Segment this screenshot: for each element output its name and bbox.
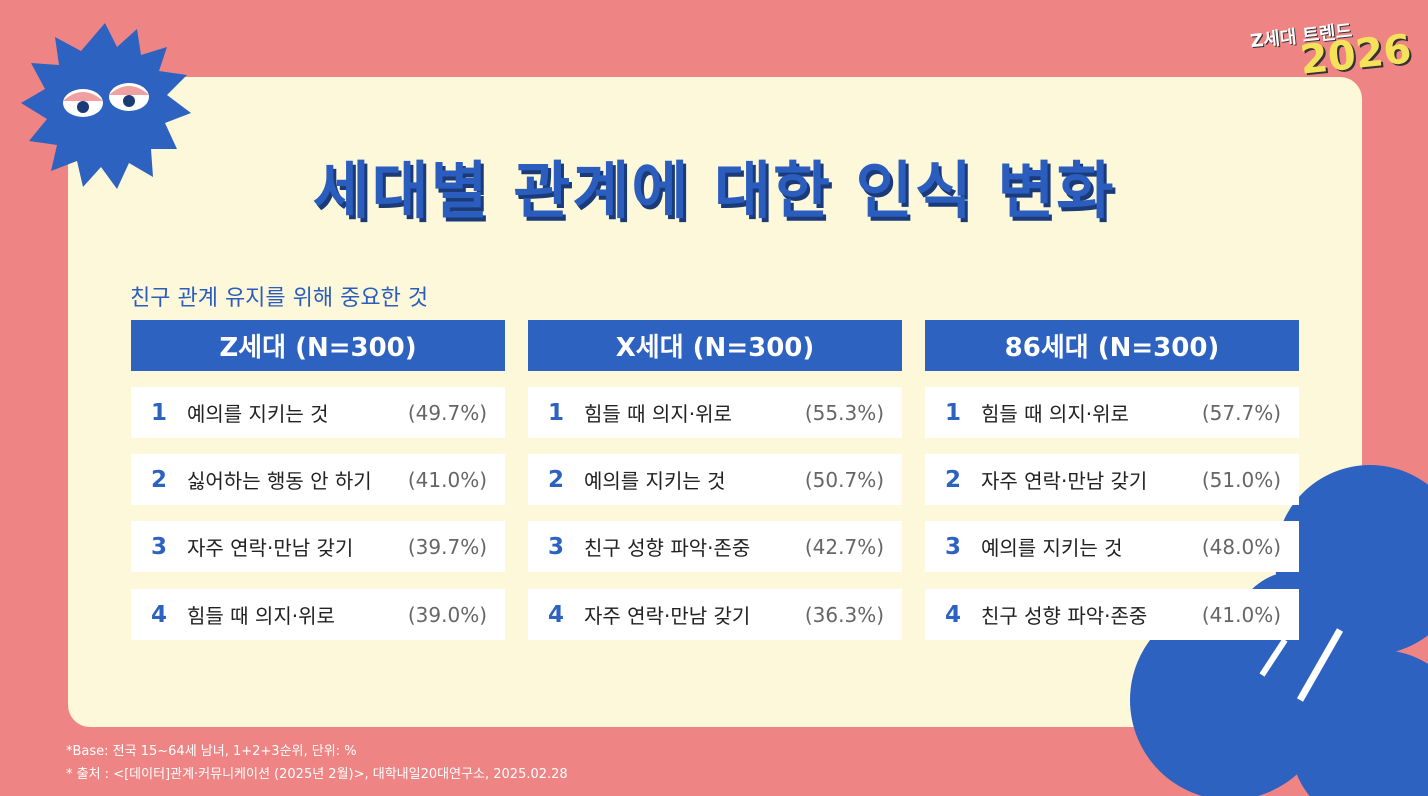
percentage: (51.0%): [1201, 467, 1281, 492]
flower: [1130, 465, 1428, 796]
table-row: 1 힘들 때 의지·위로 (55.3%): [528, 387, 902, 438]
item: 자주 연락·만남 갖기: [981, 469, 1148, 493]
rank: 2: [547, 466, 564, 493]
table-row: 3 예의를 지키는 것 (48.0%): [925, 521, 1299, 572]
percentage: (57.7%): [1201, 400, 1281, 425]
percentage: (55.3%): [804, 400, 884, 425]
table-row: 1 힘들 때 의지·위로 (57.7%): [925, 387, 1299, 438]
rank: 1: [547, 399, 564, 426]
percentage: (36.3%): [804, 602, 884, 627]
table-row: 1 예의를 지키는 것 (49.7%): [131, 387, 505, 438]
item: 예의를 지키는 것: [187, 402, 329, 426]
table-row: 3 친구 성향 파악·존중 (42.7%): [528, 521, 902, 572]
rank: 1: [944, 399, 961, 426]
table-row: 4 친구 성향 파악·존중 (41.0%): [925, 589, 1299, 640]
column-header: Z세대 (N=300): [131, 320, 505, 371]
percentage: (48.0%): [1201, 534, 1281, 559]
percentage: (41.0%): [407, 467, 487, 492]
percentage: (39.0%): [407, 602, 487, 627]
rank: 3: [150, 533, 167, 560]
rank: 4: [150, 601, 167, 628]
rank: 3: [944, 533, 961, 560]
item: 힘들 때 의지·위로: [187, 604, 335, 628]
item: 자주 연락·만남 갖기: [187, 536, 354, 560]
table-column: 86세대 (N=300) 1 힘들 때 의지·위로 (57.7%) 2 자주 연락·만남 …: [925, 320, 1299, 640]
table-row: 4 힘들 때 의지·위로 (39.0%): [131, 589, 505, 640]
rank: 4: [944, 601, 961, 628]
item: 힘들 때 의지·위로: [981, 402, 1129, 426]
percentage: (41.0%): [1201, 602, 1281, 627]
rank: 1: [150, 399, 167, 426]
table-row: 2 싫어하는 행동 안 하기 (41.0%): [131, 454, 505, 505]
item: 힘들 때 의지·위로: [584, 402, 732, 426]
percentage: (39.7%): [407, 534, 487, 559]
column-header: 86세대 (N=300): [925, 320, 1299, 371]
table-row: 2 자주 연락·만남 갖기 (51.0%): [925, 454, 1299, 505]
table-row: 2 예의를 지키는 것 (50.7%): [528, 454, 902, 505]
table-column: X세대 (N=300) 1 힘들 때 의지·위로 (55.3%) 2 예의를 지키는 것 (…: [528, 320, 902, 640]
subtitle: 친구 관계 유지를 위해 중요한 것: [130, 286, 429, 311]
rank: 2: [150, 466, 167, 493]
rank: 2: [944, 466, 961, 493]
spiky-blob: [21, 23, 191, 189]
table-row: 3 자주 연락·만남 갖기 (39.7%): [131, 521, 505, 572]
footnote: * 출처 : <[데이터]관계·커뮤니케이션 (2025년 2월)>, 대학내일…: [66, 767, 568, 782]
percentage: (42.7%): [804, 534, 884, 559]
rank: 3: [547, 533, 564, 560]
item: 예의를 지키는 것: [584, 469, 726, 493]
percentage: (50.7%): [804, 467, 884, 492]
item: 예의를 지키는 것: [981, 536, 1123, 560]
table-row: 4 자주 연락·만남 갖기 (36.3%): [528, 589, 902, 640]
item: 자주 연락·만남 갖기: [584, 604, 751, 628]
title: 세대별 관계에 대한 인식 변화: [312, 154, 1116, 227]
rank: 4: [547, 601, 564, 628]
percentage: (49.7%): [407, 400, 487, 425]
item: 친구 성향 파악·존중: [584, 536, 751, 560]
item: 친구 성향 파악·존중: [981, 604, 1148, 628]
table-column: Z세대 (N=300) 1 예의를 지키는 것 (49.7%) 2 싫어하는 행동 안 하…: [131, 320, 505, 640]
item: 싫어하는 행동 안 하기: [187, 469, 372, 493]
footnote: *Base: 전국 15~64세 남녀, 1+2+3순위, 단위: %: [66, 744, 357, 759]
column-header: X세대 (N=300): [528, 320, 902, 371]
